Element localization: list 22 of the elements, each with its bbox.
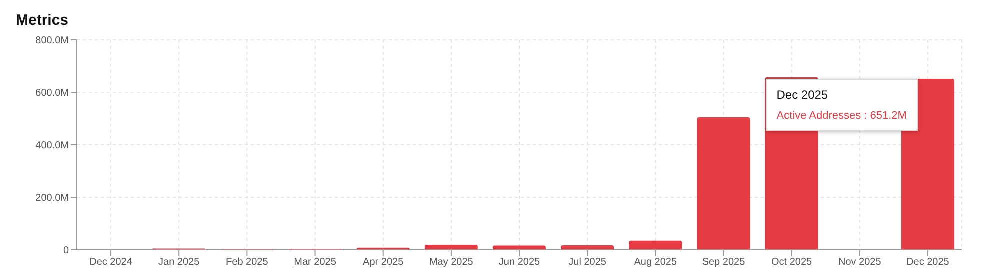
y-tick-label: 600.0M <box>36 88 69 100</box>
x-tick-label: Aug 2025 <box>634 257 678 268</box>
y-tick-label: 800.0M <box>36 36 69 47</box>
x-tick-label: Oct 2025 <box>772 257 813 268</box>
x-tick-label: May 2025 <box>429 257 474 268</box>
y-tick-label: 0 <box>63 246 70 257</box>
x-tick-label: Feb 2025 <box>226 257 269 268</box>
x-tick-label: Jul 2025 <box>568 257 607 268</box>
x-tick-label: Apr 2025 <box>363 257 404 268</box>
chart-title: Metrics <box>16 12 69 29</box>
annotation: Dec 2025 <box>776 88 830 102</box>
x-tick-label: Jan 2025 <box>158 257 200 268</box>
annotation: Active Addresses : 651.2M <box>776 110 907 122</box>
x-tick-label: Sep 2025 <box>702 257 746 268</box>
x-tick-label: Dec 2024 <box>90 257 133 268</box>
x-tick-label: Mar 2025 <box>294 257 337 268</box>
x-tick-label: Dec 2025 <box>906 257 950 268</box>
tooltip-box: Dec 2025 Active Addresses : 651.2M <box>766 79 918 132</box>
x-tick-label: Nov 2025 <box>838 257 882 268</box>
y-tick-label: 200.0M <box>36 193 69 204</box>
y-tick-label: 400.0M <box>36 140 69 152</box>
x-tick-label: Jun 2025 <box>498 257 541 268</box>
